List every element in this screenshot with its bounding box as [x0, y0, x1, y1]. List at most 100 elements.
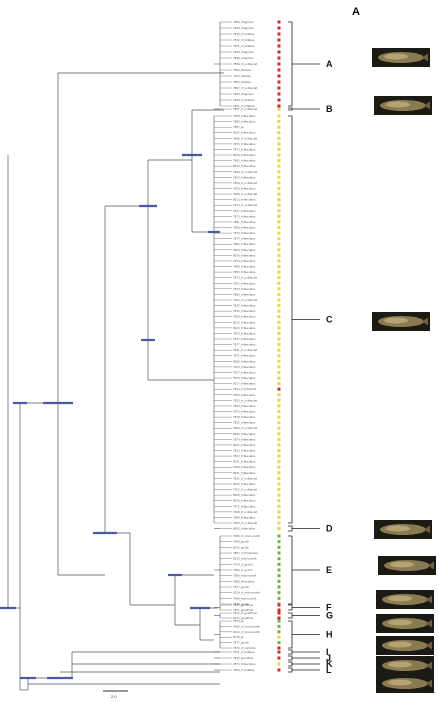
state-marker — [277, 315, 281, 319]
state-marker — [277, 62, 281, 66]
tip-label: 7833_trifasciatus — [233, 449, 256, 453]
state-marker — [277, 175, 281, 179]
state-marker — [277, 74, 281, 78]
state-marker — [277, 237, 281, 241]
clade-bracket — [288, 649, 293, 655]
state-marker — [277, 38, 281, 42]
state-marker — [277, 527, 281, 530]
tip-label: 7865_tolbbea — [233, 80, 251, 84]
tip-label: 7452_cf_unifasciat — [233, 488, 257, 492]
state-markers — [277, 20, 281, 672]
tip-label: 7836_chagmani — [233, 26, 254, 30]
state-marker — [277, 471, 281, 475]
state-marker — [277, 646, 281, 650]
state-marker — [277, 545, 281, 549]
tip-label: 7815_aurantius — [233, 656, 254, 660]
tip-label: 7836_chagmani — [233, 50, 254, 54]
tip-label: 7820_cf_unifasciat — [233, 521, 257, 525]
clade-label: L — [326, 665, 332, 675]
state-marker — [277, 382, 281, 386]
tip-label: 8009_trifasciatus — [233, 359, 256, 363]
clade-label: E — [326, 565, 332, 575]
tip-label: 8028_trifasciatus — [233, 493, 256, 497]
tip-label: 7889_trifasciatus — [233, 515, 256, 519]
tip-label: 7821_cf_tolbbea — [233, 104, 255, 108]
state-marker — [277, 521, 281, 525]
state-marker — [277, 460, 281, 464]
state-marker — [277, 242, 281, 246]
state-marker — [277, 426, 281, 430]
tip-label: 7880_macrocanth — [233, 574, 257, 578]
tip-label: 8031_trifasciatus — [233, 471, 256, 475]
tip-label: 7874_trifasciatus — [233, 662, 256, 666]
state-marker — [277, 98, 281, 102]
state-marker — [277, 656, 281, 660]
state-marker — [277, 365, 281, 369]
state-marker — [277, 449, 281, 453]
tip-label: 8026_trifasciatus — [233, 499, 256, 503]
tip-label: 7874_trifasciatus — [233, 237, 256, 241]
state-marker — [277, 668, 281, 672]
tip-label: 7472_trifasciatus — [233, 147, 256, 151]
tip-label: 7880_trifasciatus — [233, 120, 256, 124]
clade-bracket — [288, 107, 293, 111]
clade-bracket — [288, 525, 293, 532]
state-marker — [277, 20, 281, 24]
tip-label: 8022_trifasciatus — [233, 131, 256, 135]
tip-label: 7857_cf_unifasciat — [233, 86, 257, 90]
state-marker — [277, 214, 281, 218]
state-marker — [277, 635, 281, 639]
state-marker — [277, 630, 281, 634]
tip-label: 7871_cf_tolbbea — [233, 44, 255, 48]
tip-label: 7894_cf_unifasciat — [233, 170, 257, 174]
specimen-photos — [372, 48, 436, 693]
state-marker — [277, 248, 281, 252]
tip-label: 7876_sp — [233, 619, 244, 623]
state-marker — [277, 298, 281, 302]
tip-label: 8010_trifasciatus — [233, 164, 256, 168]
scale-bar-label: 2.0 — [111, 694, 117, 699]
tip-label: 7876_trifasciatus — [233, 186, 256, 190]
tip-label: 7893_trifasciatus — [233, 159, 256, 163]
tip-label: 7887_sp — [233, 125, 244, 129]
state-marker — [277, 579, 281, 583]
specimen-photo — [374, 96, 432, 115]
state-marker — [277, 504, 281, 508]
state-marker — [277, 454, 281, 458]
tip-label: 7468_cf_unifasciat — [233, 510, 257, 514]
clade-label: H — [326, 630, 333, 640]
state-marker — [277, 343, 281, 347]
tip-label: 7825_cf_unifasciat — [233, 398, 257, 402]
state-marker — [277, 147, 281, 151]
state-marker — [277, 220, 281, 224]
state-marker — [277, 591, 281, 595]
state-marker — [277, 415, 281, 419]
clade-label: F — [326, 603, 332, 613]
state-marker — [277, 348, 281, 352]
tip-label: 7875_cf_unifasciat — [233, 276, 257, 280]
tip-label: 7837_trifasciatus — [233, 337, 256, 341]
state-marker — [277, 510, 281, 514]
tip-label: 7486_gouldi — [233, 540, 249, 544]
tip-label: 7881_trifasciatus — [233, 220, 256, 224]
state-marker — [277, 393, 281, 397]
tip-label: 7871_trifasciatus — [233, 354, 256, 358]
state-marker — [277, 231, 281, 235]
state-marker — [277, 114, 281, 118]
tip-label: 8017_trifasciatus — [233, 382, 256, 386]
tip-label: 7879_trifasciatus — [233, 231, 256, 235]
state-marker — [277, 270, 281, 274]
node-support-bars — [0, 153, 220, 680]
state-marker — [277, 557, 281, 561]
tip-labels: 7886_chagmani 7836_chagmani 7876_cf_tolbbe… — [233, 20, 260, 672]
tip-label: 7841_cf_unifasciat — [233, 348, 257, 352]
tip-label: 7873_trifasciatus — [233, 214, 256, 218]
state-marker — [277, 331, 281, 335]
state-marker — [277, 376, 281, 380]
state-marker — [277, 276, 281, 280]
tip-label: 7847_guadfinei — [233, 603, 253, 607]
tip-label: 7850_trifasciatus — [233, 248, 256, 252]
clade-bracket — [288, 21, 293, 107]
tip-label: 7913_cf_unifasciat — [233, 203, 257, 207]
